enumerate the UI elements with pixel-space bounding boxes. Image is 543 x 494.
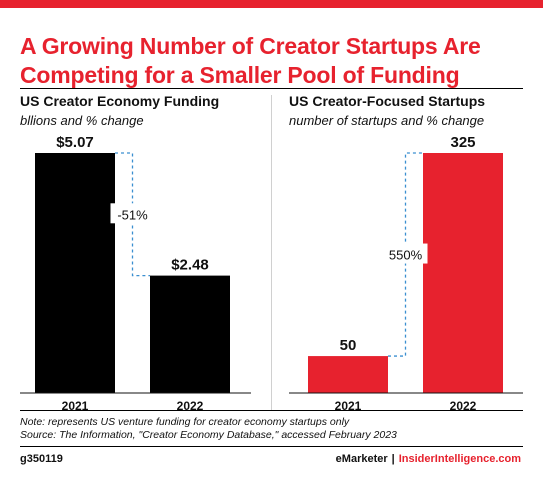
change-connector (388, 152, 423, 357)
value-label: $5.07 (56, 134, 94, 151)
bar-0-2022 (150, 275, 230, 393)
value-label: $2.48 (171, 257, 209, 274)
left-panel-subtitle: bllions and % change (20, 113, 144, 128)
chart-source: Source: The Information, "Creator Econom… (20, 429, 397, 441)
brand-separator: | (391, 453, 395, 465)
value-label: 325 (450, 134, 475, 151)
category-label: 2021 (335, 399, 362, 413)
top-accent-bar (0, 0, 543, 8)
title-rule (20, 88, 523, 89)
change-label: 550% (389, 248, 423, 263)
right-panel-subtitle: number of startups and % change (289, 113, 485, 128)
category-label: 2022 (177, 399, 204, 413)
change-label-bg (383, 243, 428, 264)
category-label: 2022 (450, 399, 477, 413)
chart-title: A Growing Number of Creator Startups Are… (20, 33, 481, 88)
notes-rule (20, 410, 523, 411)
brand-footer: eMarketer | InsiderIntelligence.com (336, 453, 521, 465)
change-label: -51% (117, 207, 148, 222)
category-label: 2021 (62, 399, 89, 413)
bar-1-2022 (423, 153, 503, 393)
left-panel-title: US Creator Economy Funding (20, 93, 220, 109)
value-label: 50 (340, 337, 357, 354)
brand-emarketer: eMarketer (335, 453, 388, 465)
change-label-bg (110, 203, 155, 224)
panel-divider (271, 95, 272, 410)
chart-id: g350119 (20, 453, 63, 465)
bar-1-2021 (308, 356, 388, 393)
right-panel-title: US Creator-Focused Startups (289, 93, 486, 109)
bar-0-2021 (35, 153, 115, 393)
footer-rule (20, 446, 523, 447)
brand-insider-intelligence: InsiderIntelligence.com (398, 453, 521, 465)
chart-note: Note: represents US venture funding for … (20, 416, 350, 428)
